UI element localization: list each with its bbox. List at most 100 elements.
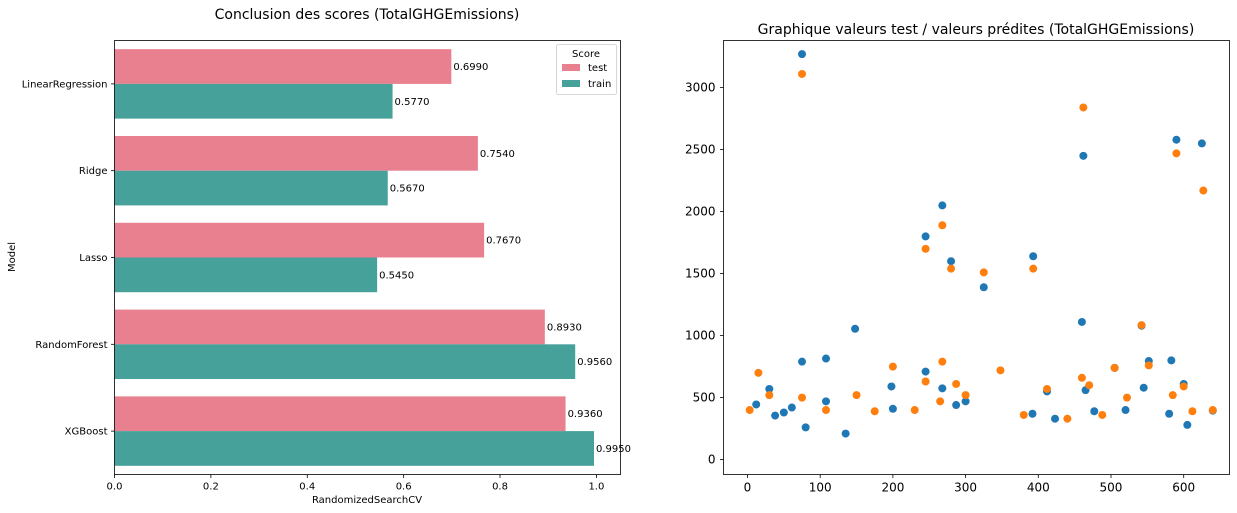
- bar-data-label: 0.6990: [453, 62, 488, 73]
- bar-data-label: 0.5770: [395, 97, 430, 108]
- bar-data-labels: 0.6990 0.5770 0.7540 0.5670 0.7670 0.5450 0.89…: [379, 62, 631, 455]
- scatter-point-series-2: [1077, 373, 1086, 382]
- scatter-point-series-2: [1144, 361, 1153, 370]
- scatter-point-series-2: [1085, 381, 1094, 390]
- scatter-point-series-2: [1098, 410, 1107, 419]
- bar-test: [114, 222, 485, 258]
- scatter-point-series-2: [996, 366, 1005, 375]
- scatter-point-series-2: [952, 379, 961, 388]
- scatter-point-series-2: [1208, 406, 1217, 415]
- y-tick-label: XGBoost: [65, 427, 108, 438]
- x-tick-label: 0.8: [492, 482, 508, 493]
- scatter-chart: Graphique valeurs test / valeurs prédite…: [685, 22, 1230, 495]
- scatter-point-series-1: [801, 423, 810, 432]
- x-tick-label: 300: [954, 481, 977, 495]
- bar-chart: Conclusion des scores (TotalGHGEmissions…: [7, 7, 631, 506]
- bar-chart-title: Conclusion des scores (TotalGHGEmissions…: [215, 7, 520, 23]
- scatter-point-series-1: [798, 50, 807, 59]
- bar-test: [114, 396, 566, 432]
- x-tick-label: 0.0: [107, 482, 123, 493]
- scatter-point-series-2: [798, 393, 807, 402]
- scatter-point-series-1: [1183, 420, 1192, 429]
- scatter-point-series-2: [754, 368, 763, 377]
- scatter-point-series-1: [1090, 407, 1099, 416]
- bar-test: [114, 135, 478, 171]
- scatter-point-series-2: [1110, 363, 1119, 372]
- scatter-point-series-1: [1121, 406, 1130, 415]
- scatter-point-series-1: [771, 411, 780, 420]
- scatter-point-series-2: [1179, 382, 1188, 391]
- bar-x-axis-label: RandomizedSearchCV: [312, 495, 422, 506]
- scatter-point-series-2: [1137, 321, 1146, 330]
- x-tick-label: 100: [809, 481, 832, 495]
- scatter-point-series-2: [765, 391, 774, 400]
- scatter-point-series-2: [936, 397, 945, 406]
- scatter-point-series-2: [938, 357, 947, 366]
- scatter-point-series-2: [798, 69, 807, 78]
- y-tick-label: RandomForest: [35, 340, 107, 351]
- scatter-point-series-2: [910, 406, 919, 415]
- bar-y-ticks: LinearRegression Ridge Lasso RandomForest XG…: [22, 79, 115, 438]
- scatter-point-series-2: [1188, 407, 1197, 416]
- y-tick-label: Lasso: [79, 253, 107, 264]
- bar-data-label: 0.9360: [568, 409, 603, 420]
- y-tick-label: LinearRegression: [22, 79, 108, 90]
- bar-data-label: 0.8930: [547, 322, 582, 333]
- scatter-point-series-2: [979, 268, 988, 277]
- scatter-point-series-2: [1063, 414, 1072, 423]
- scatter-point-series-2: [888, 362, 897, 371]
- x-tick-label: 0.6: [396, 482, 412, 493]
- y-tick-label: 1000: [685, 329, 716, 343]
- scatter-point-series-2: [822, 406, 831, 415]
- bar-train: [114, 344, 576, 380]
- scatter-point-series-1: [851, 324, 860, 333]
- scatter-point-series-1: [1167, 356, 1176, 365]
- scatter-point-series-1: [961, 397, 970, 406]
- y-tick-label: 2500: [685, 143, 716, 157]
- scatter-point-series-2: [947, 264, 956, 273]
- scatter-point-series-1: [1051, 414, 1060, 423]
- bar-data-label: 0.5450: [379, 270, 414, 281]
- scatter-point-series-1: [1197, 139, 1206, 148]
- legend-label-train: train: [588, 79, 611, 90]
- x-tick-label: 400: [1027, 481, 1050, 495]
- y-tick-label: 1500: [685, 267, 716, 281]
- scatter-points: [745, 50, 1217, 438]
- scatter-point-series-1: [822, 397, 831, 406]
- scatter-point-series-1: [979, 283, 988, 292]
- bar-data-label: 0.9560: [577, 357, 612, 368]
- x-tick-label: 0.2: [203, 482, 219, 493]
- scatter-point-series-1: [1172, 135, 1181, 144]
- scatter-point-series-2: [1043, 384, 1052, 393]
- legend-label-test: test: [588, 63, 607, 74]
- legend-swatch-test: [562, 64, 580, 71]
- bar-train: [114, 431, 594, 466]
- x-tick-label: 600: [1172, 481, 1195, 495]
- scatter-point-series-1: [938, 201, 947, 210]
- y-tick-label: 2000: [685, 205, 716, 219]
- scatter-point-series-1: [1028, 409, 1037, 418]
- scatter-point-series-2: [1199, 186, 1208, 195]
- scatter-point-series-2: [1079, 103, 1088, 112]
- scatter-y-ticks: 0 500 1000 1500 2000 2500 3000: [685, 81, 724, 467]
- scatter-point-series-1: [765, 384, 774, 393]
- bar-legend: Score test train: [556, 44, 617, 95]
- scatter-point-series-2: [852, 391, 861, 400]
- bar-data-label: 0.7540: [480, 149, 515, 160]
- legend-title: Score: [572, 49, 600, 60]
- bar-data-label: 0.9950: [596, 444, 631, 455]
- scatter-point-series-1: [822, 354, 831, 363]
- bar-data-label: 0.7670: [486, 236, 521, 247]
- bar-data-label: 0.5670: [390, 184, 425, 195]
- x-tick-label: 500: [1100, 481, 1123, 495]
- scatter-point-series-1: [921, 232, 930, 241]
- scatter-point-series-2: [1019, 410, 1028, 419]
- scatter-point-series-2: [938, 221, 947, 230]
- scatter-point-series-1: [887, 382, 896, 391]
- bar-test: [114, 309, 545, 345]
- scatter-point-series-2: [1172, 149, 1181, 158]
- scatter-point-series-2: [1029, 264, 1038, 273]
- scatter-point-series-2: [1168, 391, 1177, 400]
- scatter-point-series-1: [1029, 252, 1038, 261]
